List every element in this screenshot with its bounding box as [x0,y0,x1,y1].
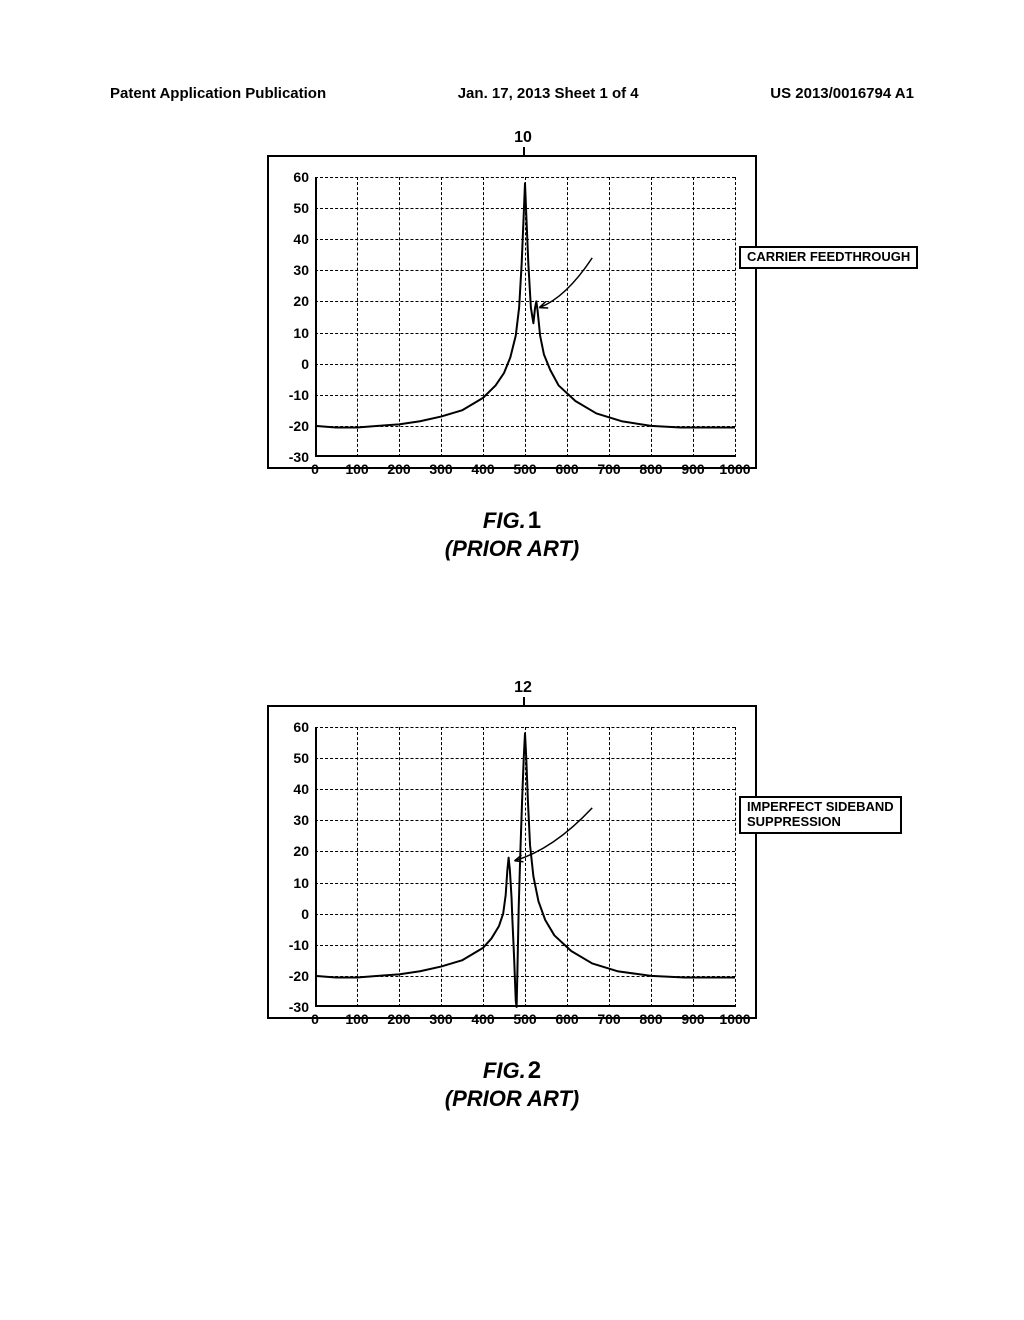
x-tick-label: 400 [471,461,494,477]
caption-num: 2 [528,1057,541,1084]
x-tick-label: 500 [513,1011,536,1027]
y-tick-label: -20 [289,418,309,434]
annotation-arrow [515,808,593,861]
figure-2: 12 -30-20-100102030405060010020030040050… [267,705,757,1112]
x-tick-label: 600 [555,461,578,477]
header-left: Patent Application Publication [110,85,326,102]
x-tick-label: 200 [387,461,410,477]
y-tick-label: -30 [289,999,309,1015]
caption-num: 1 [528,507,541,534]
figure-1-ref-num: 10 [514,129,532,147]
y-tick-label: 0 [301,906,309,922]
figure-2-chart-area: -30-20-100102030405060010020030040050060… [315,727,735,1007]
y-tick-label: 40 [293,231,309,247]
caption-sub: (PRIOR ART) [445,1086,579,1111]
x-tick-label: 300 [429,1011,452,1027]
y-tick-label: 20 [293,293,309,309]
header-center: Jan. 17, 2013 Sheet 1 of 4 [458,85,639,102]
y-tick-label: 50 [293,750,309,766]
caption-prefix: FIG. [483,508,526,533]
y-tick-label: 60 [293,169,309,185]
grid-line-v [735,177,736,457]
x-tick-label: 0 [311,461,319,477]
y-tick-label: 30 [293,812,309,828]
y-tick-label: 30 [293,262,309,278]
signal-curve [315,183,735,427]
grid-line-v [735,727,736,1007]
x-tick-label: 0 [311,1011,319,1027]
x-tick-label: 1000 [719,1011,750,1027]
y-tick-label: 50 [293,200,309,216]
x-tick-label: 900 [681,1011,704,1027]
figure-1-chart-area: -30-20-100102030405060010020030040050060… [315,177,735,457]
y-tick-label: 0 [301,356,309,372]
plot-svg [315,177,735,457]
x-tick-label: 1000 [719,461,750,477]
x-tick-label: 500 [513,461,536,477]
signal-curve [315,733,735,1007]
x-tick-label: 100 [345,461,368,477]
x-tick-label: 600 [555,1011,578,1027]
header-right: US 2013/0016794 A1 [770,85,914,102]
x-tick-label: 200 [387,1011,410,1027]
x-tick-label: 800 [639,1011,662,1027]
figure-1: 10 -30-20-100102030405060010020030040050… [267,155,757,562]
x-tick-label: 100 [345,1011,368,1027]
y-tick-label: -10 [289,387,309,403]
figure-1-annotation: CARRIER FEEDTHROUGH [739,246,918,269]
y-tick-label: -10 [289,937,309,953]
plot-svg [315,727,735,1007]
x-tick-label: 900 [681,461,704,477]
x-tick-label: 300 [429,461,452,477]
caption-sub: (PRIOR ART) [445,536,579,561]
figure-2-ref-num: 12 [514,679,532,697]
figure-2-annotation: IMPERFECT SIDEBANDSUPPRESSION [739,796,902,834]
figure-1-chart-box: -30-20-100102030405060010020030040050060… [267,155,757,469]
y-tick-label: 60 [293,719,309,735]
caption-prefix: FIG. [483,1058,526,1083]
annotation-arrow [539,258,592,308]
y-tick-label: 40 [293,781,309,797]
y-tick-label: 20 [293,843,309,859]
y-tick-label: 10 [293,325,309,341]
y-tick-label: 10 [293,875,309,891]
x-tick-label: 800 [639,461,662,477]
figure-2-chart-box: -30-20-100102030405060010020030040050060… [267,705,757,1019]
page-header: Patent Application Publication Jan. 17, … [0,85,1024,102]
x-tick-label: 700 [597,461,620,477]
x-tick-label: 400 [471,1011,494,1027]
y-tick-label: -30 [289,449,309,465]
figure-2-caption: FIG.2 (PRIOR ART) [267,1057,757,1112]
figure-1-caption: FIG.1 (PRIOR ART) [267,507,757,562]
x-tick-label: 700 [597,1011,620,1027]
y-tick-label: -20 [289,968,309,984]
